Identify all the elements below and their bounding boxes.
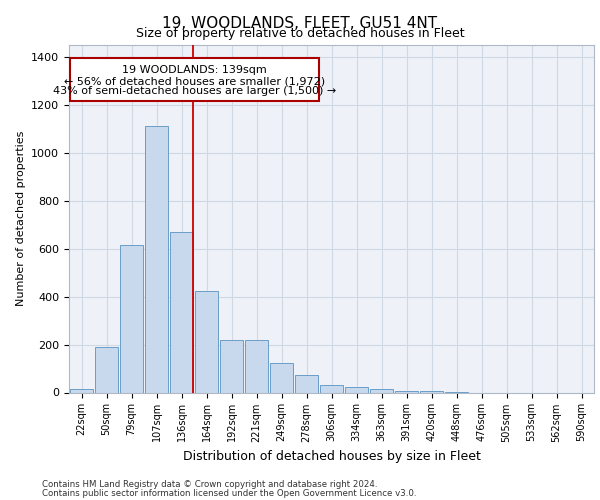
Bar (119, 245, 143, 392)
Bar (344, 386, 368, 392)
Bar (95, 347, 118, 393)
Bar (194, 290, 218, 392)
Y-axis label: Number of detached properties: Number of detached properties (16, 131, 26, 306)
Bar (220, 340, 244, 392)
Text: 19, WOODLANDS, FLEET, GU51 4NT: 19, WOODLANDS, FLEET, GU51 4NT (163, 16, 437, 31)
Bar (295, 374, 319, 392)
Bar (170, 232, 193, 392)
Bar (320, 386, 343, 392)
Bar (370, 389, 394, 392)
X-axis label: Distribution of detached houses by size in Fleet: Distribution of detached houses by size … (182, 450, 481, 463)
Text: ← 56% of detached houses are smaller (1,972): ← 56% of detached houses are smaller (1,… (64, 76, 325, 86)
Text: 19 WOODLANDS: 139sqm: 19 WOODLANDS: 139sqm (122, 66, 267, 76)
Text: Contains HM Land Registry data © Crown copyright and database right 2024.: Contains HM Land Registry data © Crown c… (42, 480, 377, 489)
Bar (245, 340, 268, 392)
FancyBboxPatch shape (70, 58, 319, 102)
Bar (70, 389, 94, 392)
Bar (269, 362, 293, 392)
Text: 43% of semi-detached houses are larger (1,500) →: 43% of semi-detached houses are larger (… (53, 86, 336, 97)
Bar (145, 126, 169, 392)
Text: Contains public sector information licensed under the Open Government Licence v3: Contains public sector information licen… (42, 488, 416, 498)
Text: Size of property relative to detached houses in Fleet: Size of property relative to detached ho… (136, 28, 464, 40)
